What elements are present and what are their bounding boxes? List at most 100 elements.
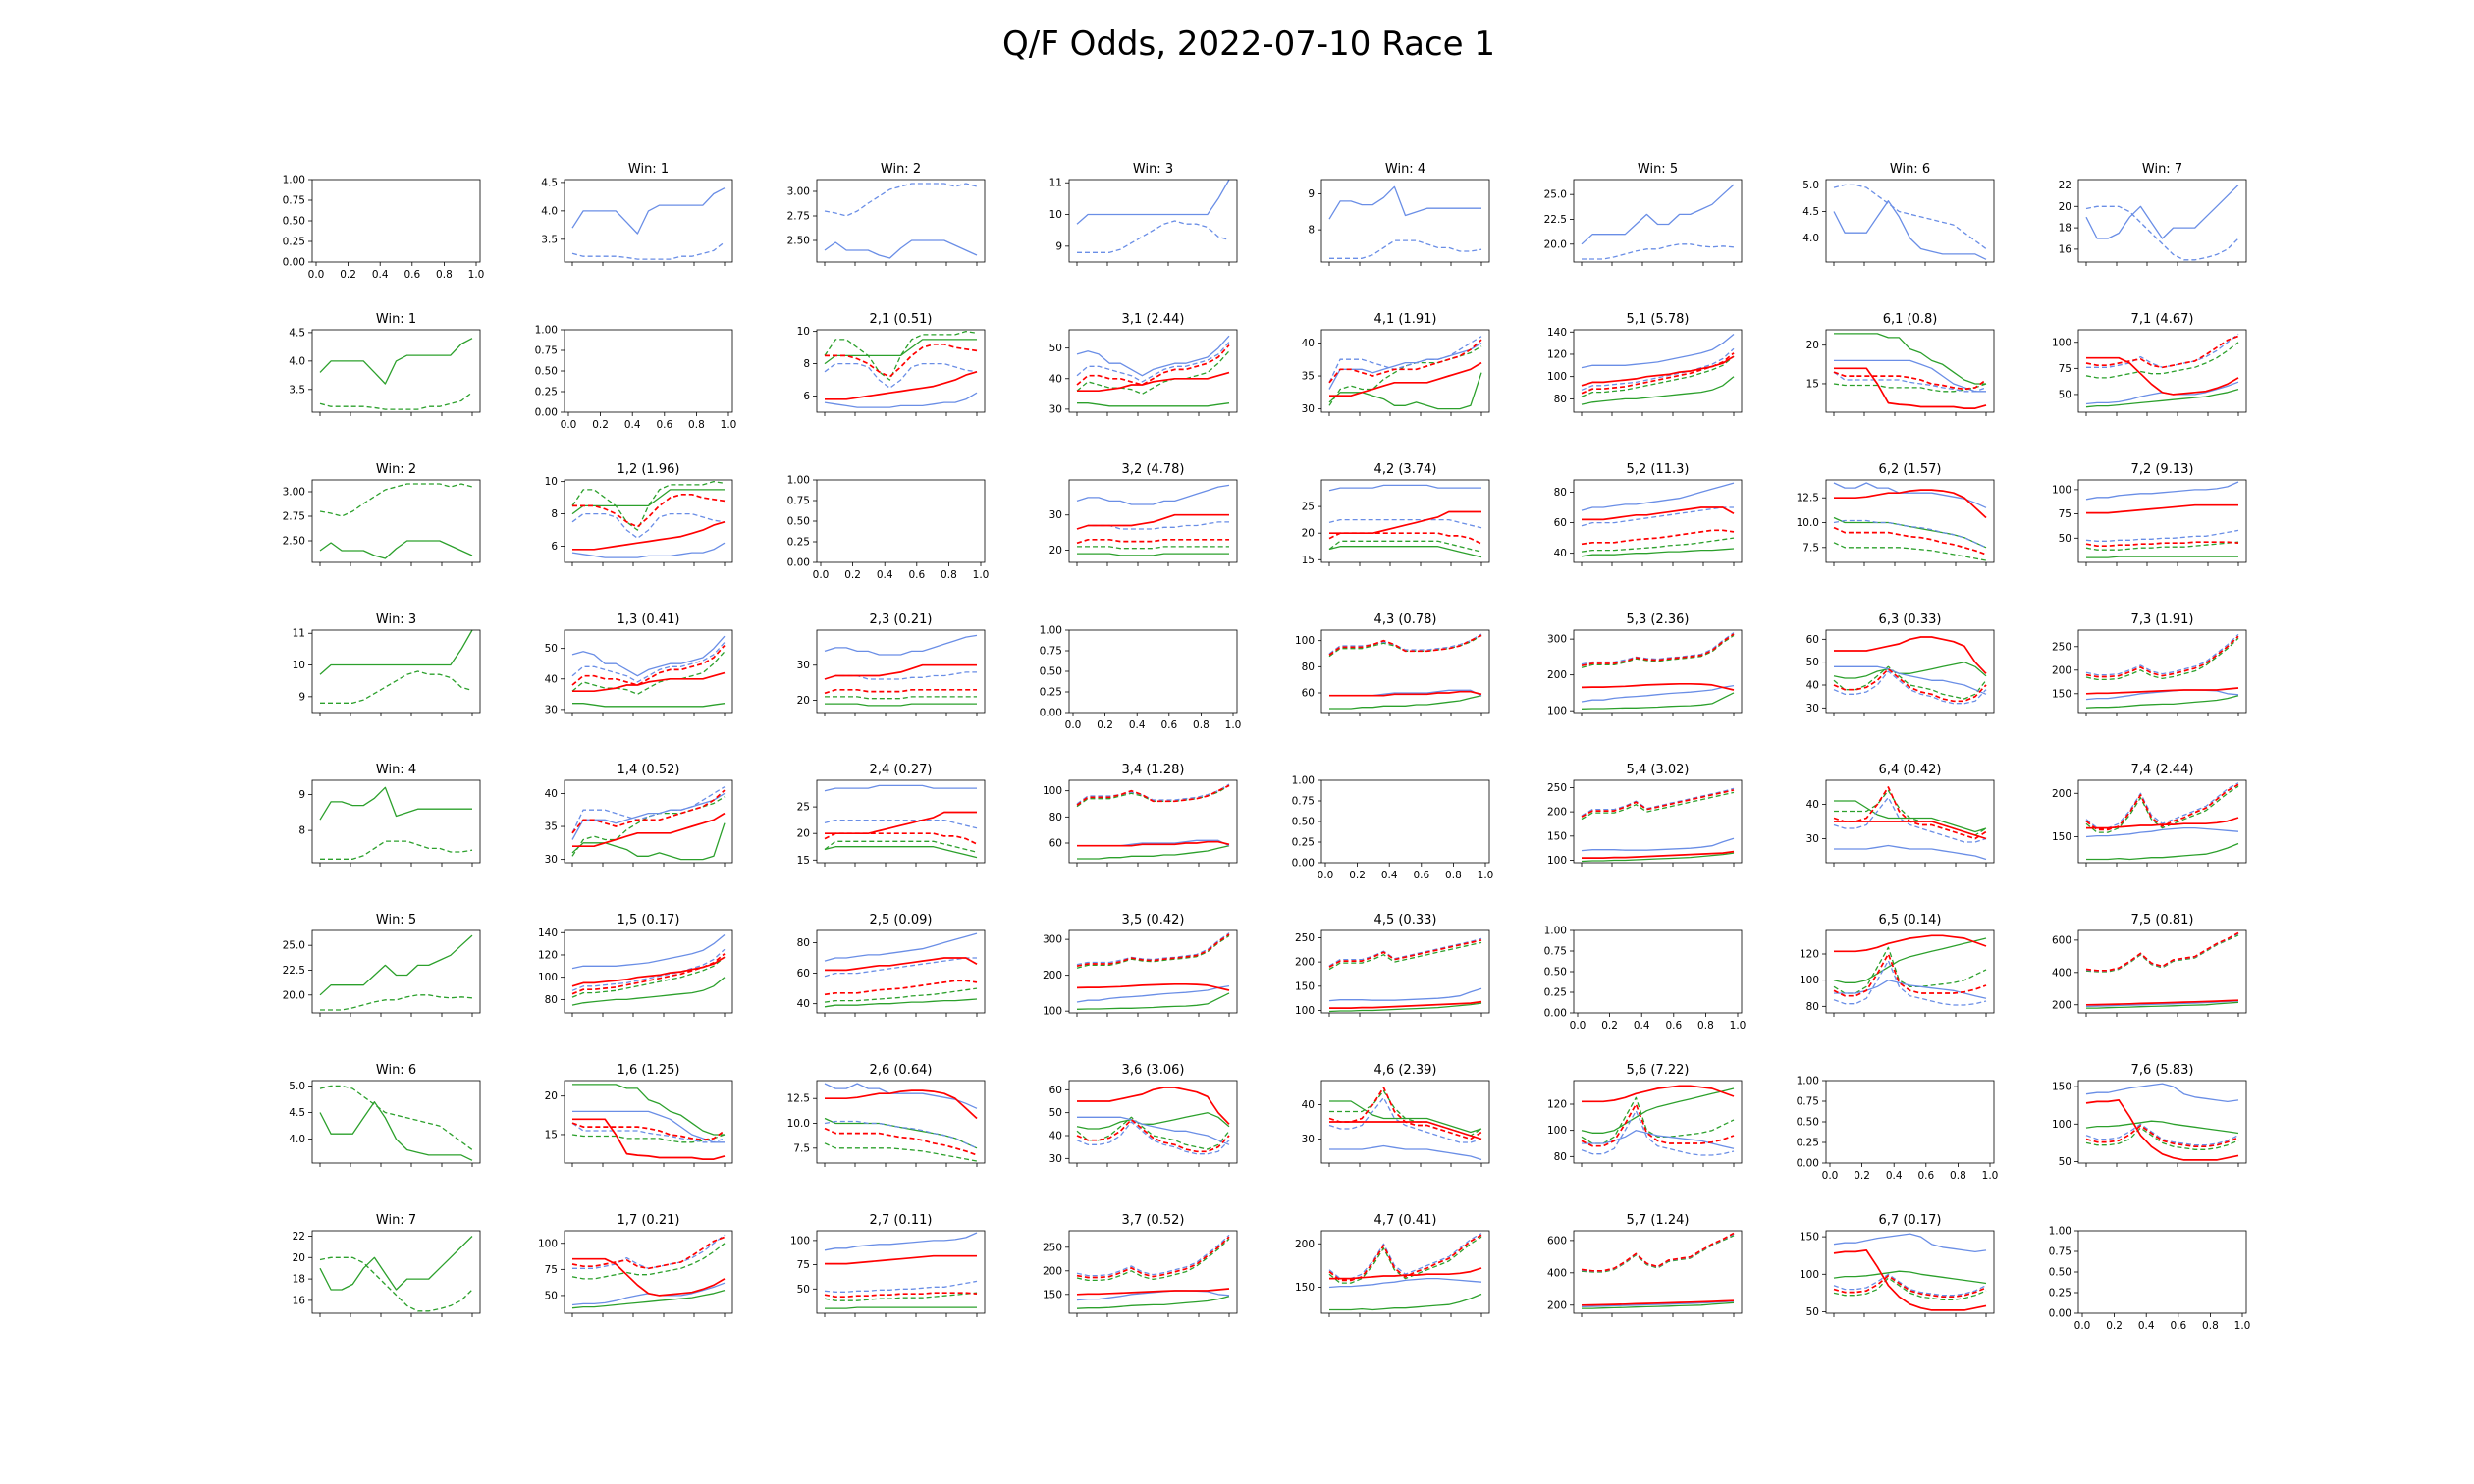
series-line-quinella [824, 1083, 978, 1109]
y-tick-label: 10.0 [1797, 517, 1819, 529]
subplot-5-4: 3,4 (1.28) 60 80 100 [1043, 763, 1238, 867]
series-line-win-dashed [320, 994, 473, 1011]
y-tick-label: 20.0 [1544, 238, 1567, 250]
y-tick-label: 8 [1308, 225, 1315, 237]
series-line-quinella [1833, 1233, 1987, 1253]
subplot-5-3: 2,4 (0.27) 15 20 25 [797, 763, 986, 867]
y-tick-label: 30 [1806, 703, 1819, 715]
axes-frame [1068, 179, 1238, 263]
series-line-quinella [1833, 482, 1987, 508]
subplot-title: Win: 4 [376, 763, 416, 777]
y-tick-label: 40 [1806, 799, 1819, 811]
subplot-2-1: Win: 1 3.5 4.0 4.5 [289, 312, 481, 416]
y-tick-label: 20 [293, 1252, 305, 1264]
series-line-forecast [1834, 821, 1987, 840]
y-tick-label: 250 [1295, 932, 1315, 944]
y-tick-label: 0.50 [283, 216, 305, 228]
series-line-quinella-dashed [2085, 529, 2239, 542]
series-line-forecast-dashed [572, 493, 726, 528]
axes-frame [1320, 1230, 1490, 1314]
axes-frame [1573, 929, 1743, 1014]
series-line-win [1076, 1112, 1230, 1130]
y-tick-label: 0.25 [535, 387, 558, 398]
series-line-forecast-dashed [1076, 784, 1230, 806]
subplot-2-5: 4,1 (1.91) 30 35 40 [1302, 312, 1490, 416]
y-tick-label: 10 [545, 476, 558, 488]
y-tick-label: 40 [1806, 680, 1819, 692]
y-tick-label: 7.5 [1802, 542, 1819, 554]
subplot-8-6: 5,7 (1.24) 200 400 600 [1547, 1213, 1743, 1317]
axes-frame [1320, 1080, 1490, 1164]
axes-frame [311, 779, 481, 864]
subplot-1-6: Win: 5 20.0 22.5 25.0 [1544, 162, 1743, 266]
axes-frame [816, 179, 986, 263]
y-tick-label: 0.25 [283, 237, 305, 248]
subplot-3-3: 0.0 0.2 0.4 0.6 0.8 1.0 0.00 0.25 0.50 0.75 1.00 [787, 475, 990, 582]
series-line-win [1833, 662, 1987, 679]
series-line-quinella-dashed [571, 948, 726, 991]
x-tick-label: 1.0 [1478, 870, 1494, 881]
subplot-8-2: 1,7 (0.21) 50 75 100 [538, 1213, 733, 1317]
axes-frame [564, 929, 733, 1014]
series-line-quinella-dashed [2085, 782, 2239, 829]
series-line-forecast [572, 671, 726, 693]
series-line-forecast [2085, 1099, 2239, 1161]
y-tick-label: 1.00 [2049, 1226, 2071, 1238]
y-tick-label: 30 [1302, 403, 1315, 415]
series-line-forecast-dashed [1328, 1234, 1482, 1282]
y-tick-label: 0.00 [1544, 1008, 1567, 1020]
subplot-7-2: 1,6 (1.25) 15 20 [545, 1063, 733, 1167]
subplot-7-5: 4,6 (2.39) 30 40 [1302, 1063, 1490, 1167]
y-tick-label: 200 [1547, 669, 1567, 681]
y-tick-label: 150 [1295, 1282, 1315, 1294]
series-line-forecast [1329, 1000, 1482, 1009]
y-tick-label: 1.00 [1797, 1076, 1819, 1087]
y-tick-label: 400 [2052, 967, 2071, 979]
x-tick-label: 0.0 [1570, 1020, 1587, 1032]
y-tick-label: 20 [545, 1090, 558, 1102]
series-line-forecast-dashed [2085, 635, 2239, 678]
subplot-3-5: 4,2 (3.74) 15 20 25 [1302, 462, 1490, 566]
y-tick-label: 0.00 [787, 557, 810, 569]
y-tick-label: 30 [797, 660, 810, 671]
y-tick-label: 4.5 [289, 1107, 305, 1119]
subplot-1-2: Win: 1 3.5 4.0 4.5 [541, 162, 733, 266]
series-line-quinella-dashed [1328, 633, 1482, 655]
subplot-4-8: 7,3 (1.91) 150 200 250 [2052, 612, 2247, 716]
subplot-title: 7,2 (9.13) [2131, 462, 2194, 477]
series-line-quinella [1328, 987, 1482, 1002]
x-tick-label: 1.0 [1982, 1170, 1999, 1182]
series-line-forecast [572, 520, 726, 551]
series-line-forecast-dashed [2085, 541, 2239, 548]
y-tick-label: 11 [1049, 178, 1062, 189]
series-line-quinella [1581, 684, 1735, 703]
y-tick-label: 15 [1806, 378, 1819, 390]
y-tick-label: 0.00 [283, 257, 305, 269]
axes-frame [816, 779, 986, 864]
axes-frame [2077, 1230, 2247, 1314]
y-tick-label: 30 [1049, 509, 1062, 521]
series-line-quinella-dashed [824, 362, 978, 389]
subplot-title: 4,2 (3.74) [1374, 462, 1437, 477]
subplot-8-4: 3,7 (0.52) 150 200 250 [1043, 1213, 1238, 1317]
subplot-8-3: 2,7 (0.11) 50 75 100 [790, 1213, 986, 1317]
y-tick-label: 10.0 [787, 1118, 810, 1130]
y-tick-label: 22 [293, 1231, 305, 1243]
y-tick-label: 6 [551, 541, 558, 553]
series-line-forecast [1076, 982, 1230, 991]
y-tick-label: 150 [1295, 980, 1315, 992]
y-tick-label: 100 [1547, 1125, 1567, 1137]
axes-frame [1573, 329, 1743, 413]
y-tick-label: 4.5 [1802, 206, 1819, 218]
series-line-win-dashed [2085, 637, 2239, 681]
y-tick-label: 12.5 [1797, 493, 1819, 504]
y-tick-label: 0.00 [535, 407, 558, 419]
subplot-5-2: 1,4 (0.52) 30 35 40 [545, 763, 733, 867]
axes-frame [564, 479, 733, 563]
subplot-6-7: 6,5 (0.14) 80 100 120 [1800, 913, 1995, 1017]
y-tick-label: 4.0 [541, 205, 558, 217]
series-line-win [2085, 1120, 2239, 1135]
series-line-forecast [2086, 504, 2238, 514]
subplot-title: 5,7 (1.24) [1627, 1213, 1690, 1228]
series-line-win-dashed [1328, 540, 1482, 553]
